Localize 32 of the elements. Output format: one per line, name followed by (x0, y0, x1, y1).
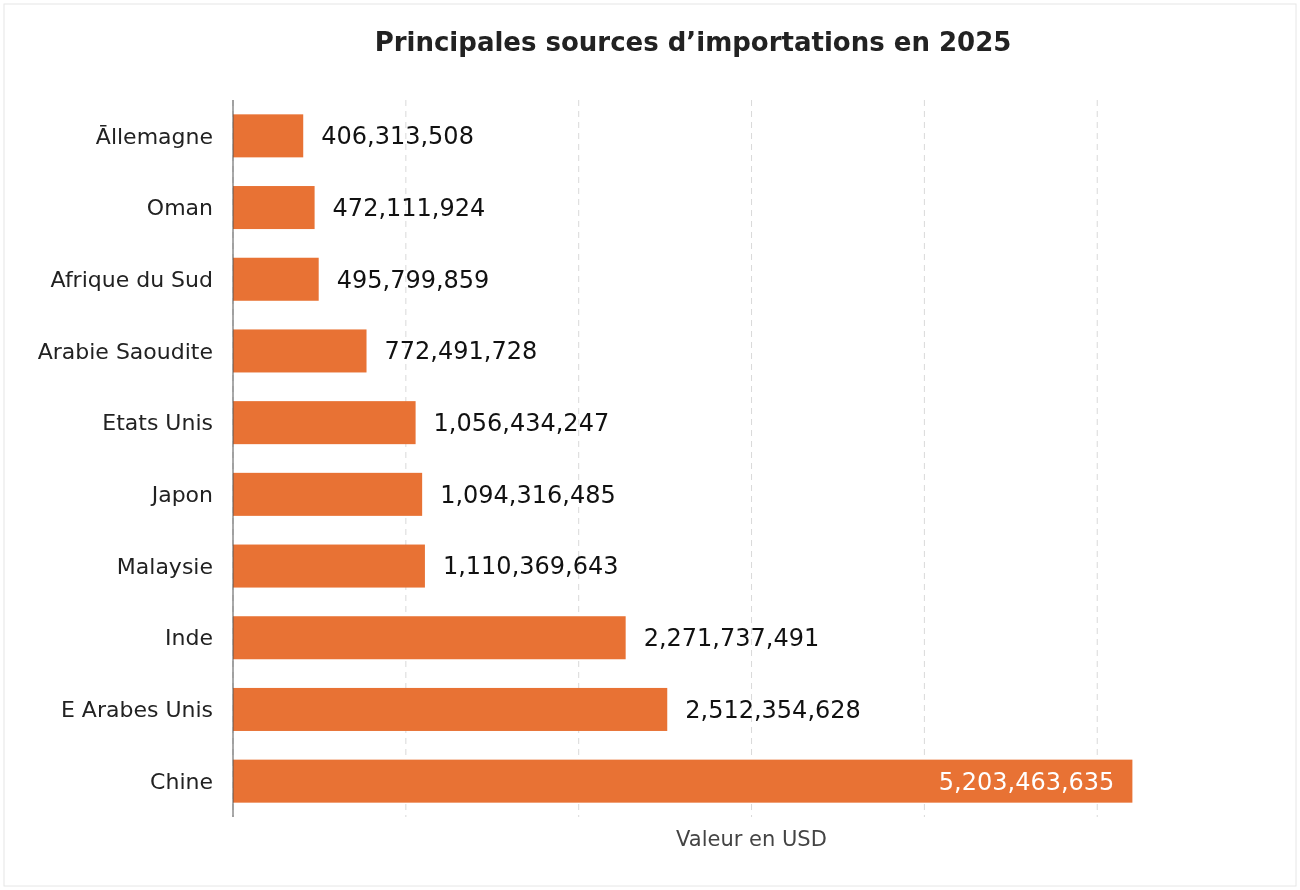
data-label: 472,111,924 (332, 193, 486, 222)
data-label: 406,313,508 (321, 122, 474, 151)
data-label: 1,056,434,247 (433, 409, 610, 438)
y-tick-label: E Arabes Unis (60, 697, 213, 723)
bar (233, 257, 319, 301)
y-tick-label: Arabie Saoudite (37, 338, 213, 364)
y-tick-label: Etats Unis (102, 410, 213, 436)
data-label: 1,094,316,485 (440, 480, 616, 509)
y-tick-label: Ᾱllemagne (95, 123, 213, 149)
data-label: 2,512,354,628 (685, 695, 861, 724)
bar (233, 114, 304, 158)
y-tick-label: Afrique du Sud (50, 266, 213, 292)
y-tick-label: Malaysie (116, 553, 213, 579)
bar (233, 401, 416, 445)
y-tick-label: Chine (150, 768, 213, 794)
y-tick-label: Oman (146, 195, 213, 221)
bar (233, 759, 1133, 803)
y-tick-label: Japon (149, 482, 213, 508)
bar (233, 544, 425, 588)
bar (233, 472, 423, 516)
data-label: 5,203,463,635 (938, 767, 1115, 796)
data-label: 2,271,737,491 (643, 624, 820, 653)
data-label: 1,110,369,643 (442, 552, 619, 581)
chart-title: Principales sources d’importations en 2025 (374, 27, 1012, 58)
bar (233, 687, 668, 731)
y-tick-label: Inde (165, 625, 213, 651)
data-label: 495,799,859 (336, 265, 490, 294)
bar (233, 329, 367, 373)
x-axis-title: Valeur en USD (676, 827, 827, 852)
data-label: 772,491,728 (384, 337, 538, 366)
bar (233, 616, 626, 660)
bar (233, 186, 315, 230)
